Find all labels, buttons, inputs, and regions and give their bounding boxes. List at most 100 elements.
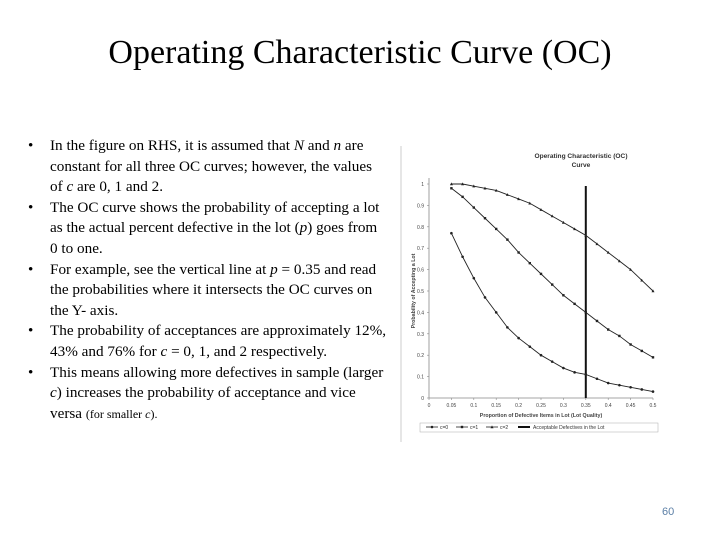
chart-title: Operating Characteristic (OC) xyxy=(534,153,627,160)
chart-title: Curve xyxy=(572,162,591,169)
data-point-c-2 xyxy=(573,227,577,231)
data-point-c-0 xyxy=(539,353,543,357)
data-point-c-0 xyxy=(506,326,509,329)
x-tick-label: 0.3 xyxy=(560,403,567,409)
data-point-c-1 xyxy=(573,302,576,306)
data-point-c-0 xyxy=(584,373,588,376)
data-point-c-1 xyxy=(495,227,498,231)
x-tick-label: 0.1 xyxy=(470,403,477,409)
data-point-c-2 xyxy=(561,220,565,224)
data-point-c-2 xyxy=(494,188,498,192)
x-tick-label: 0 xyxy=(428,403,431,409)
data-point-c-0 xyxy=(651,390,655,393)
x-tick-label: 0.45 xyxy=(626,403,636,409)
data-point-c-0 xyxy=(472,276,476,280)
data-point-c-1 xyxy=(450,187,453,190)
data-point-c-2 xyxy=(651,289,655,293)
bullet-marker: • xyxy=(28,322,34,340)
data-point-c-2 xyxy=(550,214,554,218)
bullet-text: In the figure on RHS, it is assumed that xyxy=(50,137,294,154)
bullet-text: N xyxy=(293,137,304,154)
bullet-text: n xyxy=(333,137,342,154)
data-point-c-1 xyxy=(472,206,475,209)
data-point-c-2 xyxy=(584,233,588,237)
data-point-c-2 xyxy=(617,259,621,263)
bullet-text: ) increases the probability of acceptanc… xyxy=(50,384,356,422)
data-point-c-0 xyxy=(640,388,644,391)
y-tick-label: 0.8 xyxy=(417,225,424,231)
data-point-c-1 xyxy=(551,283,554,286)
x-tick-label: 0.15 xyxy=(491,403,501,409)
y-tick-label: 1 xyxy=(421,182,424,188)
page-number: 60 xyxy=(662,506,675,518)
x-tick-label: 0.5 xyxy=(650,403,657,409)
y-tick-label: 0.6 xyxy=(417,268,424,274)
bullet-text: (for smaller xyxy=(85,406,146,421)
data-point-c-2 xyxy=(606,250,610,254)
y-tick-label: 0.9 xyxy=(417,203,424,209)
data-point-c-2 xyxy=(640,278,644,282)
x-tick-label: 0.2 xyxy=(515,403,522,409)
bullet-text: The OC curve shows the probability of ac… xyxy=(50,198,380,237)
oc-chart: Operating Characteristic (OC) Curve 0 0.1 0.… xyxy=(402,146,662,442)
data-point-c-2 xyxy=(517,197,521,201)
bullet-text: p xyxy=(299,219,308,237)
x-tick-label: 0.05 xyxy=(447,403,457,409)
data-point-c-1 xyxy=(618,334,621,338)
bullet-text: c xyxy=(66,178,74,196)
bullet-item: • For example, see the vertical line at p… xyxy=(28,260,388,322)
y-tick-label: 0 xyxy=(421,396,424,402)
legend-label: c=2 xyxy=(500,425,508,431)
bullet-marker: • xyxy=(28,260,34,278)
series-line-c-0 xyxy=(450,233,654,393)
data-point-c-0 xyxy=(517,336,520,340)
legend-marker xyxy=(490,425,494,429)
data-point-c-0 xyxy=(483,296,487,299)
y-axis-label: Probability of Accepting a Lot xyxy=(411,253,417,328)
data-point-c-1 xyxy=(517,251,520,254)
data-point-c-1 xyxy=(607,328,610,331)
slide-title: Operating Characteristic Curve (OC) xyxy=(108,34,612,71)
data-point-c-2 xyxy=(595,242,599,246)
bullet-text: = 0, 1, and 2 respectively. xyxy=(167,342,328,360)
bullet-text: This means allowing more defectives in s… xyxy=(50,363,384,381)
data-point-c-1 xyxy=(651,356,655,359)
data-point-c-1 xyxy=(528,261,531,265)
x-tick-label: 0.35 xyxy=(581,403,591,409)
data-point-c-2 xyxy=(483,186,487,190)
data-point-c-0 xyxy=(606,381,610,385)
data-point-c-0 xyxy=(450,231,453,235)
legend-label: c=1 xyxy=(470,425,478,431)
data-point-c-1 xyxy=(562,294,565,297)
bullet-marker: • xyxy=(28,137,34,154)
series-line-c-2 xyxy=(451,183,654,292)
data-point-c-1 xyxy=(640,349,643,353)
data-point-c-2 xyxy=(461,182,465,186)
bullet-marker: • xyxy=(28,363,34,381)
data-point-c-0 xyxy=(528,345,532,348)
data-point-c-2 xyxy=(449,182,453,186)
bullet-text: c xyxy=(160,342,168,360)
bullet-list: • In the figure on RHS, it is assumed tha… xyxy=(28,136,388,424)
data-point-c-0 xyxy=(461,255,464,259)
chart-svg: Operating Characteristic (OC) Curve 0 0.1 0.… xyxy=(411,153,659,433)
data-point-c-0 xyxy=(629,386,632,389)
series-line-c-1 xyxy=(451,187,654,358)
data-point-c-0 xyxy=(573,371,576,374)
data-point-c-2 xyxy=(528,201,532,205)
data-point-c-1 xyxy=(506,238,509,241)
bullet-item: • The OC curve shows the probability of a… xyxy=(28,198,388,260)
y-tick-label: 0.1 xyxy=(417,375,424,381)
legend-label: c=0 xyxy=(440,425,448,431)
data-point-c-0 xyxy=(562,366,565,370)
y-tick-label: 0.2 xyxy=(417,353,424,359)
data-point-c-0 xyxy=(595,377,599,381)
data-point-c-2 xyxy=(539,208,543,211)
data-point-c-0 xyxy=(618,383,621,387)
y-tick-label: 0.4 xyxy=(417,310,424,316)
bullet-text: ) goes from 0 to one. xyxy=(50,219,378,257)
data-point-c-2 xyxy=(505,193,509,196)
y-tick-label: 0.5 xyxy=(417,289,424,295)
legend-marker xyxy=(430,425,434,429)
bullet-text: ). xyxy=(150,406,158,421)
